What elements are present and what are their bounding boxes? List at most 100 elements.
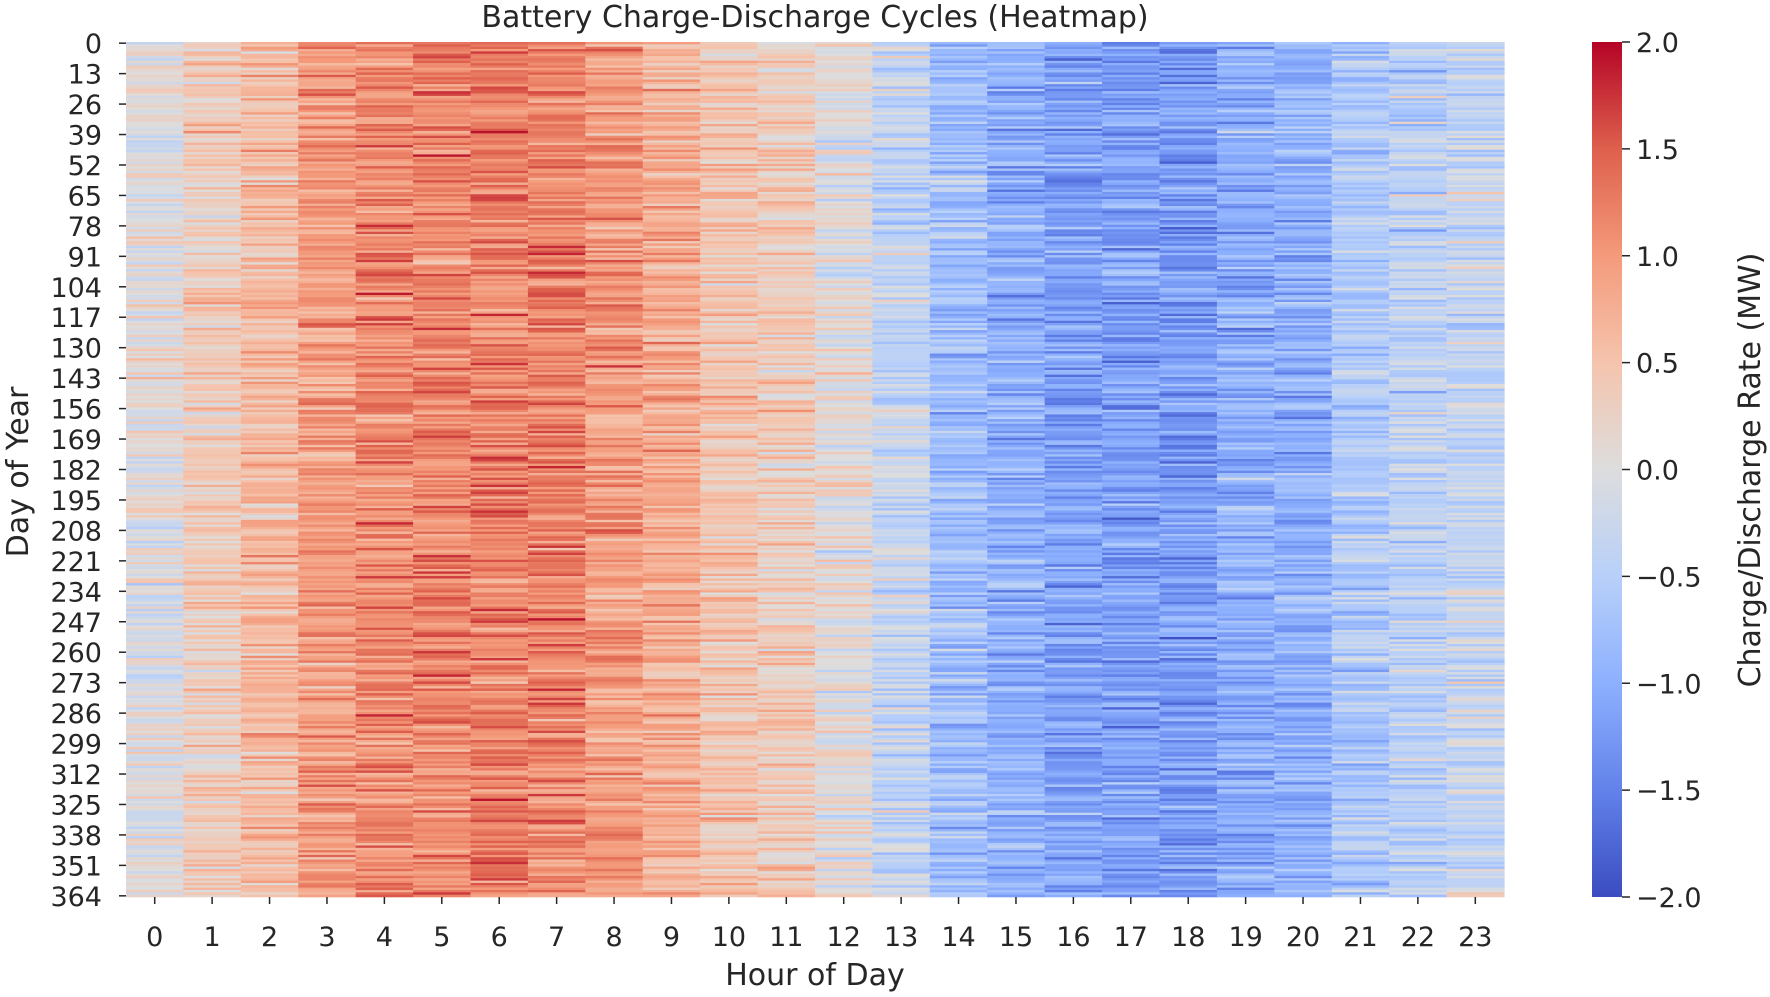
heatmap-cell	[757, 718, 816, 722]
heatmap-cell	[355, 672, 414, 675]
heatmap-cell	[240, 367, 299, 371]
heatmap-cell	[700, 573, 759, 577]
heatmap-cell	[470, 332, 529, 336]
heatmap-cell	[470, 475, 529, 478]
heatmap-cell	[355, 512, 414, 516]
heatmap-cell	[527, 44, 586, 47]
heatmap-cell	[355, 557, 414, 560]
heatmap-cell	[527, 65, 586, 69]
heatmap-cell	[298, 149, 357, 153]
heatmap-cell	[183, 878, 242, 881]
heatmap-cell	[298, 639, 357, 642]
heatmap-cell	[757, 245, 816, 249]
heatmap-cell	[413, 346, 472, 350]
heatmap-cell	[815, 578, 874, 582]
heatmap-cell	[757, 737, 816, 741]
heatmap-cell	[413, 458, 472, 462]
heatmap-cell	[183, 470, 242, 474]
heatmap-cell	[298, 320, 357, 324]
heatmap-cell	[240, 709, 299, 713]
heatmap-cell	[642, 517, 701, 521]
heatmap-cell	[815, 290, 874, 293]
heatmap-cell	[413, 398, 472, 401]
heatmap-cell	[298, 353, 357, 357]
heatmap-cell	[815, 885, 874, 888]
heatmap-cell	[183, 398, 242, 401]
heatmap-cell	[585, 423, 644, 427]
heatmap-cell	[815, 723, 874, 727]
heatmap-cell	[872, 205, 931, 209]
heatmap-cell	[470, 423, 529, 427]
heatmap-cell	[470, 220, 529, 223]
heatmap-cell	[815, 400, 874, 404]
heatmap-cell	[872, 65, 931, 69]
heatmap-cell	[355, 121, 414, 125]
heatmap-cell	[183, 854, 242, 858]
heatmap-cell	[355, 409, 414, 413]
heatmap-cell	[183, 697, 242, 701]
heatmap-cell	[527, 829, 586, 832]
heatmap-cell	[240, 292, 299, 296]
heatmap-cell	[183, 580, 242, 584]
heatmap-cell	[298, 880, 357, 884]
heatmap-cell	[355, 583, 414, 586]
heatmap-cell	[413, 854, 472, 858]
heatmap-cell	[585, 217, 644, 221]
heatmap-cell	[355, 400, 414, 404]
heatmap-cell	[700, 231, 759, 235]
heatmap-cell	[240, 309, 299, 312]
heatmap-cell	[413, 847, 472, 851]
heatmap-cell	[700, 641, 759, 645]
heatmap-cell	[470, 145, 529, 148]
heatmap-cell	[700, 742, 759, 746]
heatmap-cell	[700, 805, 759, 809]
heatmap-cell	[413, 697, 472, 701]
heatmap-cell	[815, 836, 874, 839]
heatmap-cell	[413, 461, 472, 464]
heatmap-cell	[815, 826, 874, 830]
heatmap-cell	[815, 597, 874, 600]
heatmap-cell	[413, 236, 472, 240]
heatmap-cell	[642, 231, 701, 235]
heatmap-cell	[700, 522, 759, 525]
heatmap-cell	[183, 402, 242, 406]
heatmap-cell	[355, 175, 414, 179]
heatmap-cell	[413, 51, 472, 55]
heatmap-cell	[183, 154, 242, 158]
heatmap-cell	[355, 889, 414, 893]
heatmap-cell	[126, 840, 185, 844]
heatmap-cell	[240, 220, 299, 223]
heatmap-cell	[183, 81, 242, 85]
heatmap-cell	[470, 758, 529, 762]
heatmap-cell	[585, 334, 644, 338]
heatmap-cell	[470, 508, 529, 511]
heatmap-cell	[757, 662, 816, 666]
heatmap-cell	[527, 60, 586, 64]
heatmap-cell	[413, 754, 472, 757]
heatmap-cell	[642, 252, 701, 256]
heatmap-cell	[700, 74, 759, 78]
heatmap-cell	[585, 463, 644, 467]
heatmap-cell	[355, 67, 414, 71]
heatmap-cell	[298, 653, 357, 657]
heatmap-cell	[413, 238, 472, 242]
heatmap-cell	[757, 384, 816, 387]
heatmap-cell	[183, 784, 242, 788]
heatmap-cell	[642, 576, 701, 579]
heatmap-cell	[815, 489, 874, 493]
heatmap-cell	[815, 316, 874, 319]
heatmap-cell	[815, 297, 874, 300]
heatmap-cell	[700, 529, 759, 532]
heatmap-cell	[700, 887, 759, 891]
heatmap-cell	[183, 463, 242, 467]
heatmap-cell	[642, 742, 701, 746]
heatmap-cell	[240, 885, 299, 888]
heatmap-cell	[815, 622, 874, 626]
heatmap-cell	[757, 149, 816, 153]
heatmap-cell	[642, 613, 701, 617]
heatmap-cell	[470, 569, 529, 572]
heatmap-cell	[757, 287, 816, 291]
heatmap-cell	[240, 463, 299, 467]
heatmap-cell	[355, 102, 414, 106]
